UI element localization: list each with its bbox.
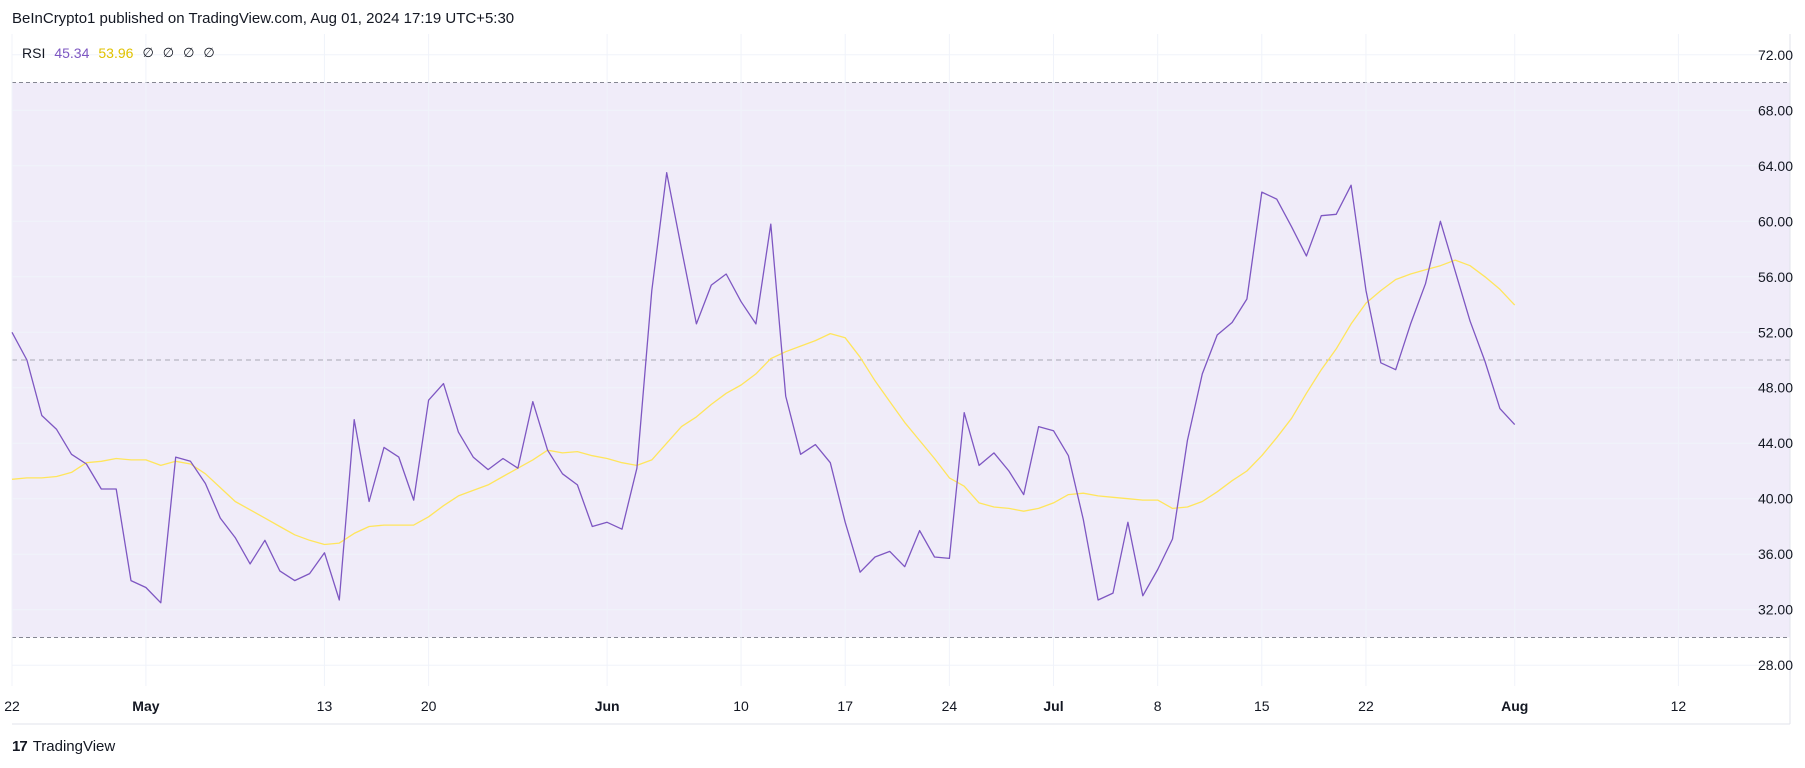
x-tick-label: 8	[1154, 698, 1162, 714]
y-tick-label: 60.00	[1758, 213, 1793, 229]
publisher-text: BeInCrypto1 published on TradingView.com…	[12, 10, 515, 27]
y-tick-label: 64.00	[1758, 158, 1793, 174]
x-tick-label: 17	[837, 698, 853, 714]
y-tick-label: 32.00	[1758, 602, 1793, 618]
tradingview-logo-icon: 17	[12, 738, 28, 755]
price-scale[interactable]: 72.00 68.00 64.00 60.00 56.00 52.00 48.00 44.00…	[1758, 47, 1793, 673]
x-tick-label: Jul	[1043, 698, 1063, 714]
x-tick-label: 12	[1671, 698, 1687, 714]
y-tick-label: 28.00	[1758, 657, 1793, 673]
legend-ma-value: 53.96	[98, 45, 134, 61]
y-tick-label: 44.00	[1758, 435, 1793, 451]
rsi-band-area	[12, 82, 1790, 638]
x-tick-label: May	[132, 698, 159, 714]
x-tick-label: 15	[1254, 698, 1270, 714]
x-tick-label: 20	[421, 698, 437, 714]
rsi-band-background	[12, 82, 1790, 638]
indicator-legend[interactable]: RSI 45.34 53.96 ∅ ∅ ∅ ∅	[22, 45, 215, 61]
legend-empty-value-4: ∅	[203, 45, 215, 60]
x-tick-label: 10	[733, 698, 749, 714]
publisher-header: BeInCrypto1 published on TradingView.com…	[12, 10, 514, 27]
x-tick-label: 22	[4, 698, 20, 714]
y-tick-label: 72.00	[1758, 47, 1793, 63]
y-tick-label: 56.00	[1758, 269, 1793, 285]
y-tick-label: 52.00	[1758, 324, 1793, 340]
time-scale[interactable]: 22 May 13 20 Jun 10 17 24 Jul 8 15 22 Aug 12	[4, 698, 1686, 714]
y-tick-label: 40.00	[1758, 491, 1793, 507]
x-tick-label: 22	[1358, 698, 1374, 714]
y-tick-label: 68.00	[1758, 102, 1793, 118]
legend-rsi-value: 45.34	[54, 45, 90, 61]
tradingview-brand-text: TradingView	[32, 738, 116, 755]
rsi-ma-series-line	[11, 259, 1516, 546]
rsi-series-line	[11, 172, 1516, 604]
series-lines	[11, 172, 1516, 604]
y-tick-label: 36.00	[1758, 546, 1793, 562]
legend-empty-value-2: ∅	[162, 45, 175, 60]
legend-indicator-name[interactable]: RSI	[22, 45, 46, 61]
x-tick-label: 13	[317, 698, 333, 714]
legend-empty-value-3: ∅	[183, 45, 195, 60]
x-tick-label: Jun	[595, 698, 620, 714]
x-tick-label: 24	[942, 698, 958, 714]
tradingview-branding[interactable]: 17 TradingView	[12, 738, 115, 755]
x-tick-label: Aug	[1501, 698, 1528, 714]
y-tick-label: 48.00	[1758, 380, 1793, 396]
legend-empty-value-1: ∅	[142, 45, 154, 60]
